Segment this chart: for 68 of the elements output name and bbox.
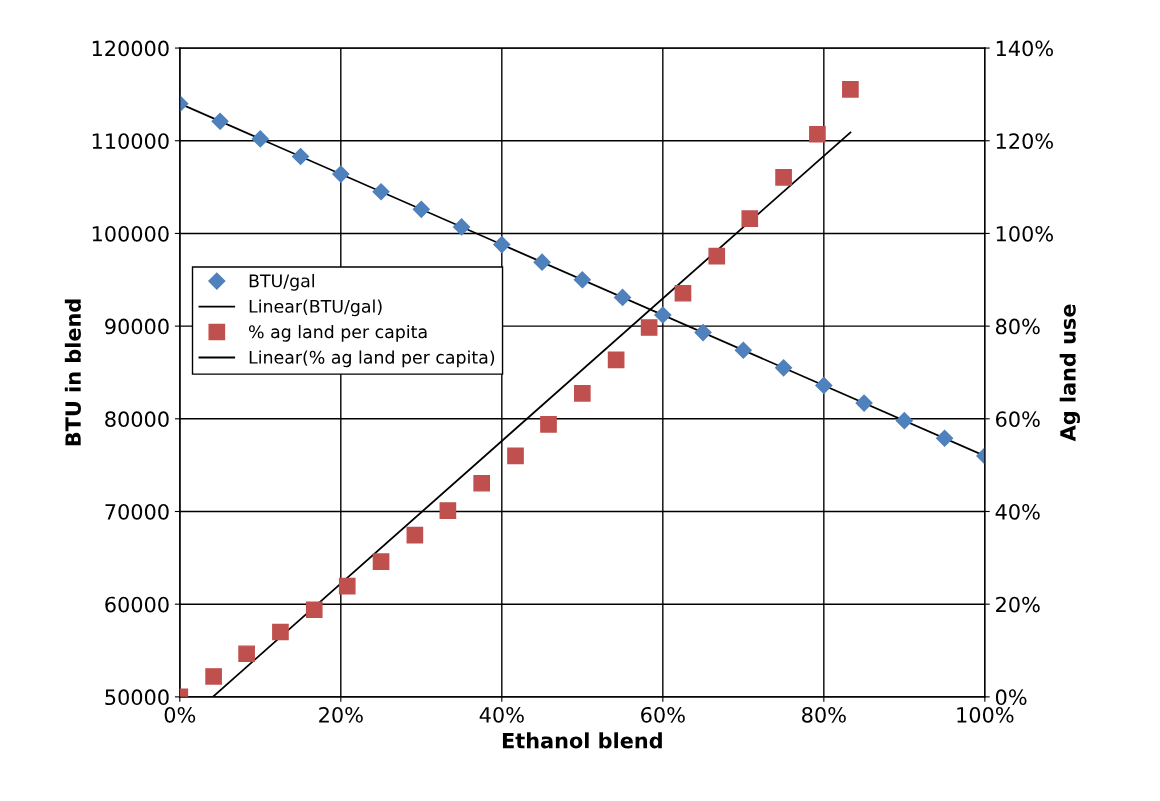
x-tick-label: 60% bbox=[641, 706, 685, 723]
legend-label: % ag land per capita bbox=[249, 324, 427, 342]
y2-tick-label: 140% bbox=[996, 40, 1053, 57]
point bbox=[251, 130, 269, 148]
point bbox=[815, 376, 833, 394]
point bbox=[607, 351, 625, 369]
y-tick-label: 110000 bbox=[92, 133, 169, 149]
point bbox=[708, 247, 726, 265]
point bbox=[573, 271, 591, 289]
point bbox=[493, 236, 511, 254]
y-tick-label: 60000 bbox=[105, 596, 169, 613]
y-tick-label: 70000 bbox=[105, 503, 169, 520]
point bbox=[734, 341, 752, 359]
point bbox=[453, 218, 471, 236]
y-tick-label: 120000 bbox=[92, 40, 169, 57]
x-tick-label: 20% bbox=[319, 706, 363, 723]
y-tick-label: 100000 bbox=[92, 225, 169, 242]
point bbox=[412, 200, 430, 218]
point bbox=[775, 359, 793, 377]
legend-label: Linear(BTU/gal) bbox=[249, 299, 382, 317]
y2-tick-label: 100% bbox=[996, 225, 1053, 242]
x-tick-label: 80% bbox=[802, 706, 846, 723]
y2-axis-title: Ag land use bbox=[1059, 304, 1080, 442]
point bbox=[372, 553, 390, 570]
point bbox=[614, 288, 632, 306]
x-axis-title: Ethanol blend bbox=[502, 732, 662, 749]
point bbox=[694, 324, 712, 342]
legend-label: BTU/gal bbox=[249, 273, 314, 291]
y-tick-label: 50000 bbox=[105, 689, 169, 706]
point bbox=[640, 319, 658, 336]
point bbox=[936, 429, 954, 447]
point bbox=[305, 601, 323, 619]
point bbox=[809, 125, 826, 143]
point bbox=[372, 183, 390, 201]
point bbox=[205, 668, 222, 685]
point bbox=[406, 526, 424, 544]
point bbox=[855, 394, 873, 412]
y-tick-label: 90000 bbox=[105, 318, 169, 335]
point bbox=[211, 112, 229, 130]
x-tick-label: 100% bbox=[957, 706, 1014, 723]
point bbox=[272, 623, 289, 641]
point bbox=[473, 474, 491, 492]
point bbox=[292, 147, 310, 166]
y2-tick-label: 120% bbox=[996, 133, 1053, 149]
point bbox=[338, 577, 356, 595]
point bbox=[895, 412, 913, 430]
point bbox=[842, 80, 859, 98]
point bbox=[654, 306, 672, 324]
y-axis-title: BTU in blend bbox=[64, 299, 81, 446]
point bbox=[533, 253, 551, 271]
y-tick-label: 80000 bbox=[105, 411, 169, 428]
y2-tick-label: 0% bbox=[995, 689, 1027, 706]
legend-label: Linear(% ag land per capita) bbox=[249, 350, 495, 368]
x-tick-label: 0% bbox=[164, 706, 196, 723]
point bbox=[507, 447, 524, 465]
point bbox=[439, 502, 457, 519]
y2-tick-label: 20% bbox=[996, 596, 1040, 613]
y2-tick-label: 40% bbox=[995, 503, 1040, 520]
point bbox=[540, 416, 557, 433]
point bbox=[332, 165, 350, 183]
point bbox=[238, 645, 255, 663]
y2-tick-label: 60% bbox=[996, 411, 1040, 428]
point bbox=[775, 169, 792, 186]
point bbox=[741, 210, 759, 227]
point bbox=[674, 284, 692, 302]
point bbox=[573, 384, 591, 402]
y2-tick-label: 80% bbox=[995, 318, 1040, 335]
x-tick-label: 40% bbox=[479, 706, 524, 723]
